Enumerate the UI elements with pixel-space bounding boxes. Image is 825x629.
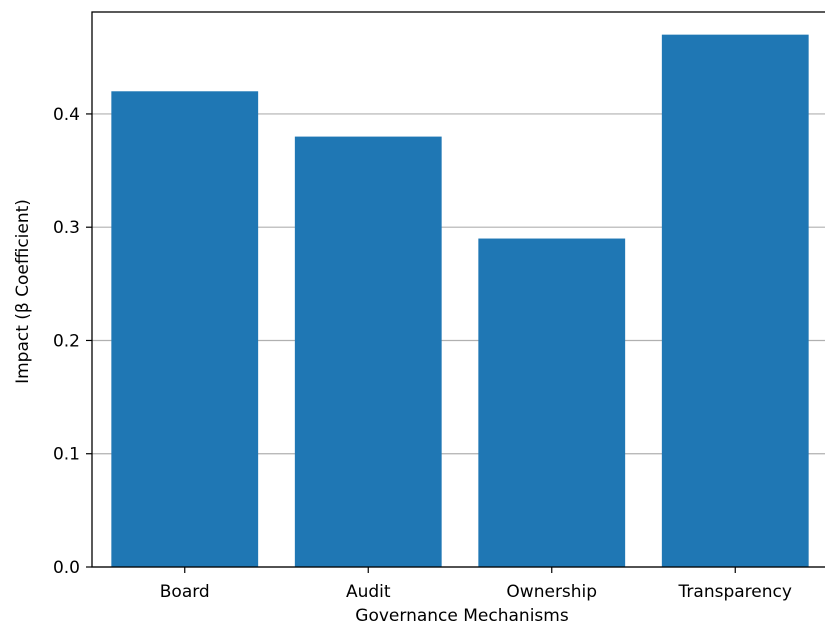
bar-board: [111, 91, 259, 568]
bars: [111, 34, 809, 568]
x-tick-label: Transparency: [678, 582, 792, 602]
y-tick-label: 0.0: [53, 558, 80, 578]
bar-audit: [294, 136, 442, 567]
y-tick-label: 0.1: [53, 445, 80, 465]
y-tick-label: 0.4: [53, 105, 80, 125]
y-tick-label: 0.3: [53, 218, 80, 238]
x-axis: Board Audit Ownership Transparency: [160, 567, 792, 602]
y-axis-title: Impact (β Coefficient): [13, 199, 33, 384]
y-tick-label: 0.2: [53, 331, 80, 351]
bar-transparency: [661, 34, 809, 567]
plot-frame: [91, 11, 825, 568]
x-tick-label: Ownership: [506, 582, 597, 602]
x-tick-label: Board: [160, 582, 210, 602]
x-tick-label: Audit: [346, 582, 391, 602]
bar-ownership: [478, 238, 626, 567]
y-axis: 0.0 0.1 0.2 0.3 0.4: [53, 105, 92, 578]
x-axis-title: Governance Mechanisms: [355, 606, 569, 626]
